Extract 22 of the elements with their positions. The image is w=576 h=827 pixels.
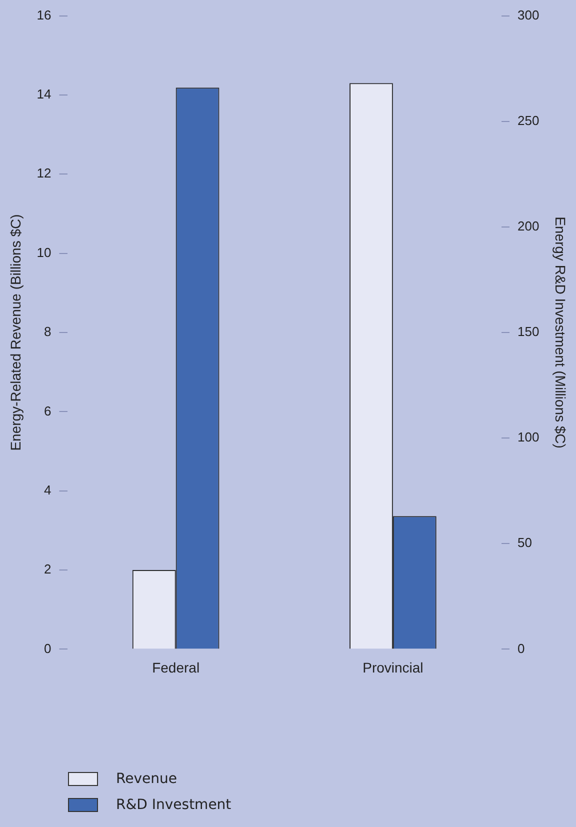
y-tick-label: 14 [36,86,52,102]
legend-label: Revenue [116,771,177,787]
y2-tick-label: 200 [518,218,540,234]
x-tick-label: Provincial [362,659,424,676]
y2-axis-title: Energy R&D Investment (Millions $C) [552,216,569,448]
y-tick-label: 0 [44,640,52,656]
y-tick-label: 4 [44,482,52,498]
y2-tick-label: 150 [518,324,540,340]
y2-tick-label: 300 [518,7,540,22]
y-tick-label: 10 [36,244,52,260]
y-tick-label: 16 [36,7,52,22]
y2-tick-label: 250 [518,112,540,128]
y2-tick-label: 0 [518,640,525,656]
x-tick-label: Federal [152,659,200,676]
y2-tick-label: 100 [518,430,540,445]
y-tick-label: 2 [44,562,52,577]
legend-label: R&D Investment [116,797,232,813]
y-tick-label: 8 [44,324,52,340]
y-tick-label: 12 [36,166,52,181]
y2-tick-label: 50 [518,535,532,550]
y-tick-label: 6 [44,403,52,418]
y-axis-title: Energy-Related Revenue (Billions $C) [7,214,24,451]
